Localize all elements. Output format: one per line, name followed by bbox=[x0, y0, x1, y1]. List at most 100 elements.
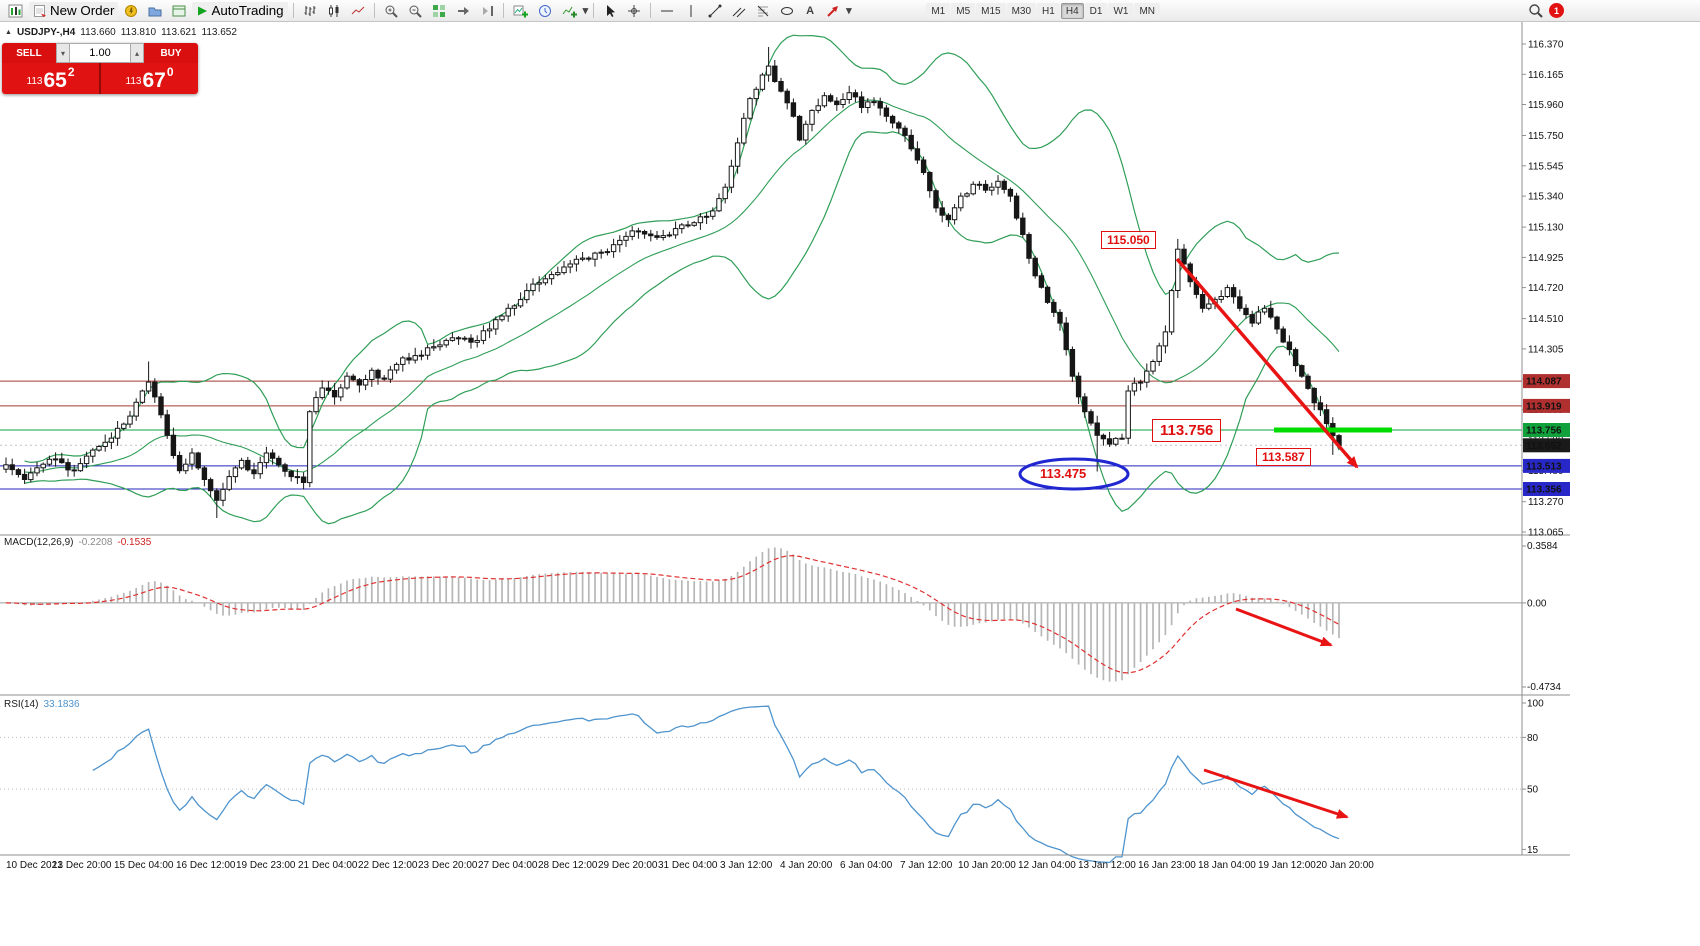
svg-text:113.652: 113.652 bbox=[1526, 441, 1562, 452]
svg-text:113.356: 113.356 bbox=[1526, 485, 1562, 496]
chart-canvas[interactable]: 0.3584 0.00 -0.4734 100 80 50 15 116.370 116.165… bbox=[0, 22, 1700, 946]
annotation-low-price[interactable]: 113.587 bbox=[1256, 448, 1311, 466]
horizontal-line-tool-icon[interactable] bbox=[656, 2, 678, 20]
svg-text:31 Dec 04:00: 31 Dec 04:00 bbox=[658, 860, 718, 871]
trend-arrow[interactable] bbox=[1235, 607, 1333, 647]
line-chart-type-icon[interactable] bbox=[347, 2, 369, 20]
svg-text:23 Dec 20:00: 23 Dec 20:00 bbox=[418, 860, 478, 871]
chart-window: 0.3584 0.00 -0.4734 100 80 50 15 116.370 116.165… bbox=[0, 22, 1700, 946]
tile-windows-icon[interactable] bbox=[428, 2, 450, 20]
fibonacci-tool-icon[interactable] bbox=[752, 2, 774, 20]
timeframe-m5[interactable]: M5 bbox=[951, 2, 976, 19]
cursor-icon[interactable] bbox=[599, 2, 621, 20]
macd-pane: 0.3584 0.00 -0.4734 bbox=[0, 541, 1561, 693]
zoom-out-icon[interactable] bbox=[404, 2, 426, 20]
arrows-tool-icon[interactable] bbox=[822, 2, 844, 20]
candles-layer bbox=[3, 47, 1342, 518]
svg-text:116.165: 116.165 bbox=[1528, 70, 1564, 81]
highlight-ellipse[interactable] bbox=[1018, 457, 1130, 491]
svg-text:114.720: 114.720 bbox=[1528, 283, 1564, 294]
svg-text:19 Dec 23:00: 19 Dec 23:00 bbox=[236, 860, 296, 871]
buy-price-button[interactable]: 113 67 0 bbox=[101, 63, 198, 94]
svg-text:-0.4734: -0.4734 bbox=[1527, 682, 1561, 693]
bollinger-lower-band bbox=[24, 131, 1340, 525]
bar-chart-type-icon[interactable] bbox=[299, 2, 321, 20]
timeframe-m1[interactable]: M1 bbox=[926, 2, 951, 19]
high-value: 113.810 bbox=[120, 27, 157, 38]
svg-text:80: 80 bbox=[1527, 733, 1539, 744]
channel-tool-icon[interactable] bbox=[728, 2, 750, 20]
annotation-high-price[interactable]: 115.050 bbox=[1101, 231, 1156, 249]
sell-price-point: 2 bbox=[67, 65, 75, 79]
svg-text:16 Jan 23:00: 16 Jan 23:00 bbox=[1138, 860, 1196, 871]
price-badge bbox=[1523, 398, 1570, 413]
svg-text:29 Dec 20:00: 29 Dec 20:00 bbox=[598, 860, 658, 871]
rsi-pane: 100 80 50 15 bbox=[0, 699, 1544, 864]
candlestick-type-icon[interactable] bbox=[323, 2, 345, 20]
svg-text:115.130: 115.130 bbox=[1528, 223, 1564, 234]
svg-text:113.513: 113.513 bbox=[1526, 461, 1562, 472]
svg-text:115.750: 115.750 bbox=[1528, 131, 1564, 142]
buy-price-pips: 67 bbox=[142, 69, 166, 92]
price-badge bbox=[1523, 438, 1570, 453]
macd-name: MACD(12,26,9) bbox=[4, 537, 74, 548]
expert-advisors-icon[interactable] bbox=[120, 2, 142, 20]
notification-badge[interactable]: 1 bbox=[1549, 3, 1564, 18]
trendline-tool-icon[interactable] bbox=[704, 2, 726, 20]
indicators-icon[interactable] bbox=[558, 2, 581, 20]
chart-window-icon[interactable] bbox=[4, 2, 27, 20]
annotation-mid-price[interactable]: 113.756 bbox=[1152, 419, 1222, 442]
timeframe-h1[interactable]: H1 bbox=[1037, 2, 1060, 19]
price-axis[interactable]: 116.370 116.165 115.960 115.750 115.545 115.3… bbox=[1521, 22, 1570, 855]
chart-shift-icon[interactable] bbox=[476, 2, 498, 20]
low-value: 113.621 bbox=[161, 27, 197, 38]
macd-main-value: -0.2208 bbox=[78, 537, 113, 548]
rsi-indicator-label: RSI(14) 33.1836 bbox=[4, 699, 80, 710]
buy-price-base: 113 bbox=[125, 76, 142, 87]
periods-icon[interactable] bbox=[534, 2, 556, 20]
close-value: 113.652 bbox=[201, 27, 237, 38]
macd-signal-value: -0.1535 bbox=[117, 537, 152, 548]
auto-scroll-icon[interactable] bbox=[452, 2, 474, 20]
new-chart-icon[interactable] bbox=[509, 2, 532, 20]
timeframe-m30[interactable]: M30 bbox=[1006, 2, 1037, 19]
rsi-name: RSI(14) bbox=[4, 699, 39, 710]
new-order-button[interactable]: New Order bbox=[29, 1, 119, 20]
zoom-in-icon[interactable] bbox=[380, 2, 402, 20]
sell-price-button[interactable]: 113 65 2 bbox=[2, 63, 99, 94]
timeframe-mn[interactable]: MN bbox=[1134, 2, 1160, 19]
svg-text:13 Dec 20:00: 13 Dec 20:00 bbox=[52, 860, 112, 871]
sell-button[interactable]: SELL bbox=[2, 43, 56, 63]
timeframe-d1[interactable]: D1 bbox=[1084, 2, 1108, 19]
svg-text:10 Dec 2021: 10 Dec 2021 bbox=[6, 860, 63, 871]
autotrading-button[interactable]: AutoTrading bbox=[192, 1, 288, 20]
shapes-tool-icon[interactable] bbox=[776, 2, 798, 20]
annotation-circled-price[interactable]: 113.475 bbox=[1040, 466, 1087, 481]
search-icon[interactable] bbox=[1524, 2, 1547, 20]
dropdown-chevron-icon[interactable]: ▾ bbox=[582, 5, 589, 17]
timeframe-w1[interactable]: W1 bbox=[1108, 2, 1134, 19]
vertical-line-tool-icon[interactable] bbox=[680, 2, 702, 20]
buy-button[interactable]: BUY bbox=[144, 43, 198, 63]
svg-text:100: 100 bbox=[1527, 699, 1544, 710]
bollinger-upper-band bbox=[24, 34, 1340, 464]
svg-text:115.545: 115.545 bbox=[1528, 161, 1564, 172]
volume-increase-button[interactable]: ▴ bbox=[130, 43, 144, 63]
chart-profile-icon[interactable] bbox=[144, 2, 166, 20]
trend-arrow[interactable] bbox=[1175, 257, 1359, 469]
timeframe-m15[interactable]: M15 bbox=[976, 2, 1006, 19]
svg-text:7 Jan 12:00: 7 Jan 12:00 bbox=[900, 860, 953, 871]
crosshair-icon[interactable] bbox=[623, 2, 645, 20]
data-window-icon[interactable] bbox=[168, 2, 190, 20]
svg-text:18 Jan 04:00: 18 Jan 04:00 bbox=[1198, 860, 1256, 871]
volume-input[interactable] bbox=[70, 43, 130, 63]
timeframe-h4[interactable]: H4 bbox=[1060, 2, 1084, 19]
toolbar-separator bbox=[373, 3, 375, 18]
text-tool-icon[interactable]: A bbox=[806, 4, 815, 17]
volume-decrease-button[interactable]: ▾ bbox=[56, 43, 70, 63]
svg-text:21 Dec 04:00: 21 Dec 04:00 bbox=[298, 860, 358, 871]
open-value: 113.660 bbox=[80, 27, 116, 38]
dropdown-chevron-icon[interactable]: ▾ bbox=[846, 5, 852, 17]
trend-arrow[interactable] bbox=[1203, 768, 1349, 819]
